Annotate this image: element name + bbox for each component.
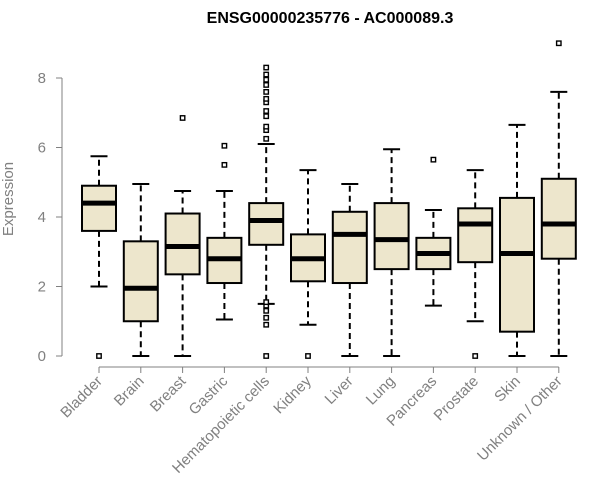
boxes-group xyxy=(81,40,577,359)
box-iqr xyxy=(373,202,410,271)
y-tick-label: 6 xyxy=(38,140,46,157)
y-tick-label: 4 xyxy=(38,209,46,226)
box-prostate xyxy=(457,169,494,359)
y-axis: 0 2 4 6 8 xyxy=(38,70,63,365)
box-skin xyxy=(499,123,535,357)
outlier-point xyxy=(263,307,270,314)
box-breast xyxy=(164,115,201,357)
outlier-point xyxy=(263,71,270,78)
outlier-point xyxy=(263,76,270,83)
outlier-point xyxy=(179,115,186,121)
x-tick-label: Skin xyxy=(491,373,524,406)
box-iqr xyxy=(122,240,159,323)
box-pancreas xyxy=(415,156,452,307)
y-tick-label: 8 xyxy=(38,70,46,87)
box-iqr xyxy=(457,207,494,264)
box-unknown-other xyxy=(540,40,577,357)
outlier-point xyxy=(263,108,270,114)
outlier-point xyxy=(263,299,270,306)
x-tick-label: Bladder xyxy=(57,373,106,422)
box-lung xyxy=(373,148,410,357)
outlier-point xyxy=(263,113,270,120)
outlier-point xyxy=(263,64,270,71)
x-tick-label: Liver xyxy=(322,373,357,408)
outlier-point xyxy=(263,88,270,95)
outlier-point xyxy=(555,40,562,47)
box-iqr xyxy=(248,202,285,246)
outlier-point xyxy=(221,142,228,149)
box-gastric xyxy=(206,142,243,321)
outlier-point xyxy=(430,156,437,163)
outlier-point xyxy=(263,135,270,142)
x-tick-label: Brain xyxy=(111,373,148,410)
box-iqr xyxy=(540,177,577,260)
box-iqr xyxy=(499,196,535,333)
box-brain xyxy=(122,182,159,357)
outlier-point xyxy=(263,123,270,130)
chart-title: ENSG00000235776 - AC000089.3 xyxy=(207,10,454,27)
outlier-point xyxy=(305,353,311,359)
box-liver xyxy=(331,182,368,357)
y-axis-label: Expression xyxy=(0,162,17,236)
outlier-point xyxy=(263,314,270,321)
x-tick-label: Breast xyxy=(147,372,190,415)
box-iqr xyxy=(164,212,201,276)
outlier-point xyxy=(263,321,270,328)
y-tick-label: 0 xyxy=(38,348,46,365)
x-tick-label: Kidney xyxy=(270,372,315,417)
x-tick-label: Lung xyxy=(363,373,399,409)
y-tick-label: 2 xyxy=(38,279,46,296)
box-kidney xyxy=(290,169,326,359)
outlier-point xyxy=(263,353,270,359)
outlier-point xyxy=(96,353,102,359)
box-hematopoietic-cells xyxy=(248,64,285,359)
x-tick-label: Prostate xyxy=(430,373,482,425)
outlier-point xyxy=(263,82,270,88)
box-iqr xyxy=(331,210,368,285)
outlier-point xyxy=(221,161,228,168)
outlier-point xyxy=(472,353,479,359)
box-iqr xyxy=(81,184,117,232)
outlier-point xyxy=(263,95,270,102)
box-bladder xyxy=(81,155,117,359)
